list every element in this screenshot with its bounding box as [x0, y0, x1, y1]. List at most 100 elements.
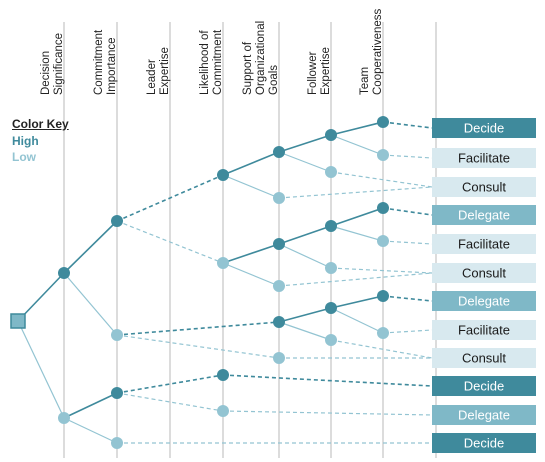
- branch-line: [382, 207, 433, 216]
- branch-line: [17, 320, 65, 419]
- branch-line: [382, 329, 433, 334]
- branch-line: [116, 374, 224, 394]
- branch-line: [222, 151, 280, 176]
- branch-line: [382, 240, 433, 245]
- high-node: [377, 116, 389, 128]
- outcome-box: [432, 433, 536, 453]
- low-node: [273, 280, 285, 292]
- low-node: [217, 405, 229, 417]
- branch-line: [278, 243, 332, 269]
- high-node: [273, 316, 285, 328]
- branch-line: [278, 321, 332, 341]
- outcome-box: [432, 348, 536, 368]
- high-node: [325, 220, 337, 232]
- high-node: [58, 267, 70, 279]
- branch-line: [330, 171, 433, 188]
- outcome-box: [432, 234, 536, 254]
- branch-line: [278, 186, 433, 199]
- low-node: [217, 257, 229, 269]
- color-key-high: High: [12, 134, 39, 148]
- high-node: [217, 169, 229, 181]
- branch-line: [278, 307, 332, 323]
- branch-line: [116, 392, 224, 412]
- low-node: [273, 192, 285, 204]
- low-node: [377, 327, 389, 339]
- branch-line: [222, 262, 280, 287]
- column-header: LeaderExpertise: [146, 47, 171, 95]
- low-node: [325, 166, 337, 178]
- outcome-label: Delegate: [458, 293, 510, 308]
- high-node: [325, 129, 337, 141]
- outcome-label: Facilitate: [458, 150, 510, 165]
- outcome-label: Facilitate: [458, 322, 510, 337]
- branch-line: [116, 334, 280, 359]
- outcome-label: Decide: [464, 120, 504, 135]
- branch-line: [17, 272, 65, 322]
- outcome-box: [432, 205, 536, 225]
- branch-line: [278, 272, 433, 287]
- outcome-box: [432, 263, 536, 283]
- branch-line: [222, 374, 433, 387]
- branch-line: [330, 121, 384, 136]
- low-node: [58, 412, 70, 424]
- color-key-low: Low: [12, 150, 36, 164]
- low-node: [111, 329, 123, 341]
- outcome-box: [432, 320, 536, 340]
- branch-line: [382, 121, 433, 129]
- column-header: CommitmentImportance: [93, 29, 118, 95]
- outcome-label: Delegate: [458, 407, 510, 422]
- branch-line: [278, 134, 332, 153]
- column-header: DecisionSignificance: [40, 33, 65, 95]
- branch-line: [116, 220, 224, 264]
- outcome-box: [432, 376, 536, 396]
- outcome-label: Decide: [464, 435, 504, 450]
- low-node: [377, 149, 389, 161]
- outcome-label: Consult: [462, 265, 506, 280]
- outcome-label: Decide: [464, 378, 504, 393]
- outcome-box: [432, 118, 536, 138]
- high-node: [377, 290, 389, 302]
- high-node: [217, 369, 229, 381]
- branch-line: [330, 267, 433, 274]
- branch-line: [63, 392, 118, 419]
- high-node: [273, 146, 285, 158]
- column-header: TeamCooperativeness: [359, 8, 384, 95]
- outcome-box: [432, 148, 536, 168]
- color-key-title: Color Key: [12, 117, 69, 131]
- high-node: [325, 302, 337, 314]
- branch-line: [330, 339, 433, 359]
- branch-line: [222, 410, 433, 416]
- branch-line: [330, 207, 384, 227]
- branch-line: [278, 151, 332, 173]
- outcome-box: [432, 177, 536, 197]
- branch-line: [63, 272, 118, 336]
- outcome-box: [432, 405, 536, 425]
- low-node: [377, 235, 389, 247]
- high-node: [273, 238, 285, 250]
- branch-line: [278, 225, 332, 245]
- root-node: [10, 313, 26, 329]
- outcome-box: [432, 291, 536, 311]
- branch-line: [222, 243, 280, 264]
- low-node: [273, 352, 285, 364]
- branch-line: [63, 220, 118, 274]
- high-node: [111, 387, 123, 399]
- low-node: [325, 334, 337, 346]
- branch-line: [222, 174, 280, 199]
- low-node: [111, 437, 123, 449]
- branch-line: [382, 295, 433, 302]
- outcome-label: Consult: [462, 350, 506, 365]
- outcome-label: Consult: [462, 179, 506, 194]
- branch-line: [330, 134, 384, 156]
- branch-line: [330, 307, 384, 334]
- branch-line: [382, 154, 433, 159]
- branch-line: [330, 225, 384, 242]
- outcome-label: Facilitate: [458, 236, 510, 251]
- branch-line: [63, 417, 118, 444]
- high-node: [377, 202, 389, 214]
- branch-line: [330, 295, 384, 309]
- column-header: Support ofOrganizationalGoals: [242, 21, 280, 95]
- column-header: FollowerExpertise: [307, 47, 332, 95]
